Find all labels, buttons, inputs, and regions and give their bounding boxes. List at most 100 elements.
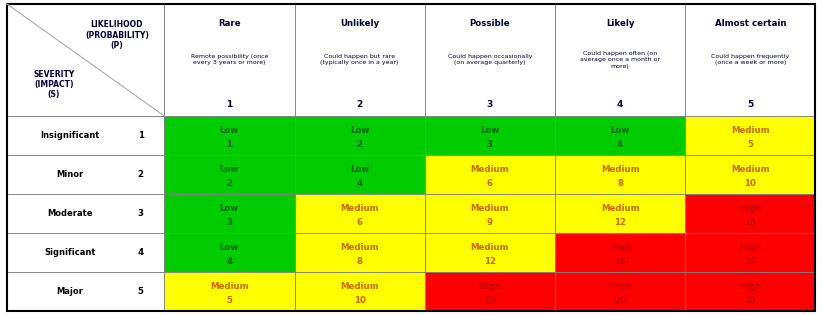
- Text: High: High: [739, 204, 761, 213]
- Text: Low: Low: [611, 126, 630, 135]
- Bar: [555, 233, 686, 272]
- Bar: [686, 233, 815, 272]
- Text: Significant: Significant: [44, 248, 95, 257]
- Text: 4: 4: [137, 248, 144, 257]
- Text: Low: Low: [219, 126, 239, 135]
- Text: 10: 10: [353, 296, 366, 305]
- Bar: [7, 272, 164, 311]
- Bar: [686, 116, 815, 155]
- Text: Medium: Medium: [470, 165, 509, 174]
- Bar: [294, 4, 425, 116]
- Text: 4: 4: [226, 257, 233, 266]
- Text: 8: 8: [617, 179, 623, 188]
- Text: 2: 2: [226, 179, 233, 188]
- Bar: [164, 116, 294, 155]
- Text: Likely: Likely: [606, 20, 635, 28]
- Text: 1: 1: [226, 100, 233, 109]
- Text: Possible: Possible: [469, 20, 510, 28]
- Text: 4: 4: [357, 179, 363, 188]
- Bar: [7, 4, 164, 116]
- Text: Insignificant: Insignificant: [40, 131, 99, 140]
- Text: Medium: Medium: [601, 165, 640, 174]
- Text: Medium: Medium: [731, 126, 769, 135]
- Bar: [555, 272, 686, 311]
- Text: Medium: Medium: [470, 204, 509, 213]
- Bar: [555, 155, 686, 194]
- Text: 4: 4: [617, 140, 623, 149]
- Text: Rare: Rare: [218, 20, 241, 28]
- Text: Low: Low: [350, 165, 369, 174]
- Text: Minor: Minor: [56, 170, 83, 179]
- Bar: [686, 194, 815, 233]
- Text: LIKELIHOOD
(PROBABILITY)
(P): LIKELIHOOD (PROBABILITY) (P): [85, 20, 149, 50]
- Text: 15: 15: [745, 218, 756, 227]
- Text: 1: 1: [226, 140, 233, 149]
- Text: Unlikely: Unlikely: [340, 20, 379, 28]
- Text: High: High: [478, 282, 501, 291]
- Bar: [7, 194, 164, 233]
- Bar: [294, 233, 425, 272]
- Bar: [425, 233, 555, 272]
- Bar: [164, 4, 294, 116]
- Bar: [425, 155, 555, 194]
- Text: Could happen frequently
(once a week or more): Could happen frequently (once a week or …: [711, 54, 789, 66]
- Text: 1: 1: [137, 131, 144, 140]
- Text: 3: 3: [487, 100, 493, 109]
- Text: Could happen but rare
(typically once in a year): Could happen but rare (typically once in…: [321, 54, 399, 66]
- Bar: [555, 194, 686, 233]
- Text: Low: Low: [219, 165, 239, 174]
- Bar: [164, 155, 294, 194]
- Text: 5: 5: [227, 296, 233, 305]
- Bar: [686, 4, 815, 116]
- Text: 9: 9: [487, 218, 493, 227]
- Text: Medium: Medium: [731, 165, 769, 174]
- Bar: [164, 194, 294, 233]
- Text: Remote possibility (once
every 3 years or more): Remote possibility (once every 3 years o…: [191, 54, 268, 66]
- Bar: [555, 4, 686, 116]
- Bar: [294, 116, 425, 155]
- Text: 2: 2: [137, 170, 144, 179]
- Text: 4: 4: [616, 100, 623, 109]
- Text: Medium: Medium: [340, 243, 379, 252]
- Text: 3: 3: [487, 140, 493, 149]
- Text: Low: Low: [480, 126, 500, 135]
- Text: 6: 6: [487, 179, 493, 188]
- Bar: [425, 4, 555, 116]
- Text: Low: Low: [350, 126, 369, 135]
- Text: Medium: Medium: [470, 243, 509, 252]
- Text: Medium: Medium: [340, 282, 379, 291]
- Bar: [294, 194, 425, 233]
- Bar: [7, 116, 164, 155]
- Text: Major: Major: [56, 287, 83, 296]
- Text: Could happen often (on
average once a month or
more): Could happen often (on average once a mo…: [580, 51, 660, 69]
- Text: 5: 5: [138, 287, 144, 296]
- Text: High: High: [609, 282, 631, 291]
- Bar: [294, 155, 425, 194]
- Text: Medium: Medium: [340, 204, 379, 213]
- Text: Could happen occasionally
(on average quarterly): Could happen occasionally (on average qu…: [448, 54, 532, 66]
- Bar: [7, 233, 164, 272]
- Text: 5: 5: [747, 100, 754, 109]
- Bar: [7, 155, 164, 194]
- Text: 3: 3: [226, 218, 233, 227]
- Text: Medium: Medium: [210, 282, 249, 291]
- Bar: [425, 116, 555, 155]
- Bar: [425, 272, 555, 311]
- Text: 15: 15: [484, 296, 496, 305]
- Text: High: High: [739, 243, 761, 252]
- Text: High: High: [739, 282, 761, 291]
- Text: Low: Low: [219, 204, 239, 213]
- Bar: [555, 116, 686, 155]
- Text: 2: 2: [357, 140, 363, 149]
- Text: 16: 16: [614, 257, 626, 266]
- Bar: [164, 233, 294, 272]
- Text: 25: 25: [745, 296, 756, 305]
- Text: Low: Low: [219, 243, 239, 252]
- Text: 10: 10: [745, 179, 756, 188]
- Text: 20: 20: [745, 257, 756, 266]
- Bar: [425, 194, 555, 233]
- Text: 8: 8: [357, 257, 363, 266]
- Text: 12: 12: [484, 257, 496, 266]
- Bar: [294, 272, 425, 311]
- Bar: [686, 272, 815, 311]
